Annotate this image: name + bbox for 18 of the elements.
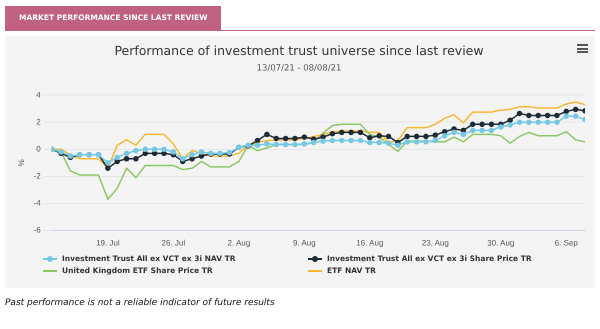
x-tick-label: 16. Aug	[356, 238, 384, 248]
x-tick-label: 2. Aug	[227, 238, 250, 248]
x-tick-label: 26. Jul	[162, 238, 186, 248]
x-tick-label: 9. Aug	[292, 238, 316, 248]
y-tick-label: 0	[36, 144, 42, 154]
chart-title: Performance of investment trust universe since last review	[114, 42, 484, 58]
y-tick-label: -6	[34, 226, 42, 235]
y-axis-title: %	[17, 159, 26, 166]
chart-subtitle: 13/07/21 - 08/08/21	[256, 63, 342, 74]
x-tick-label: 19. Jul	[96, 238, 120, 248]
x-tick-label: 6. Sep	[554, 238, 578, 248]
y-tick-label: 4	[36, 90, 42, 100]
y-tick-label: -4	[34, 198, 42, 208]
x-tick-label: 23. Aug	[422, 238, 449, 248]
y-tick-label: 2	[36, 117, 42, 126]
text: Past performance is not a reliable indicator of future results	[5, 297, 275, 310]
x-tick-label: 30. Aug	[487, 238, 514, 248]
y-tick-label: -2	[34, 172, 42, 181]
